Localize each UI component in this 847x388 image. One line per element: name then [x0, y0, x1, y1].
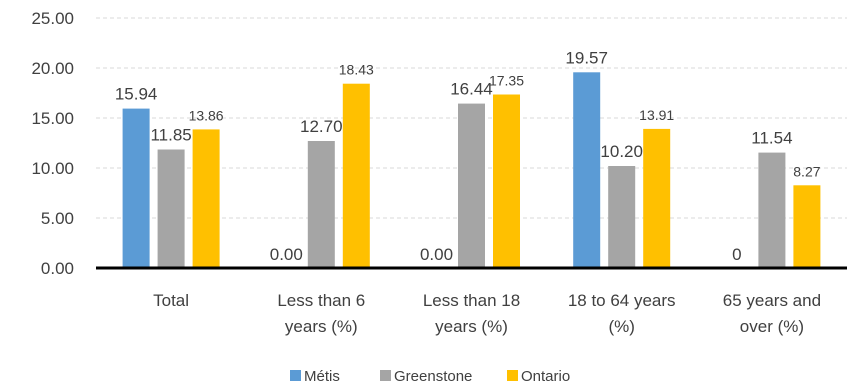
y-tick-label: 25.00 — [31, 9, 74, 28]
bar — [608, 166, 636, 268]
data-label: 0.00 — [420, 245, 453, 264]
x-axis: Total Less than 6 years (%) Less than 18 yea… — [96, 266, 847, 336]
x-tick-label: Less than 6 — [277, 291, 365, 310]
data-label: 15.94 — [115, 85, 158, 104]
data-label: 19.57 — [565, 48, 608, 67]
data-label: 17.35 — [489, 73, 524, 89]
x-tick-label: (%) — [608, 317, 634, 336]
data-label: 18.43 — [339, 62, 374, 78]
legend-label: Métis — [304, 368, 340, 385]
legend-swatch — [380, 370, 391, 381]
x-tick-label: over (%) — [740, 317, 804, 336]
bar — [342, 83, 370, 268]
x-tick-label: years (%) — [285, 317, 358, 336]
bar — [122, 108, 150, 268]
x-tick-label: 65 years and — [723, 291, 821, 310]
data-label: 10.20 — [600, 142, 643, 161]
bar — [758, 152, 786, 268]
legend-swatch — [507, 370, 518, 381]
data-label: 13.91 — [639, 107, 674, 123]
bars: 15.94 0.00 0.00 19.57 0 11.85 12.70 16.44 10.20 1… — [115, 48, 821, 268]
bar — [307, 141, 335, 268]
x-tick-label: 18 to 64 years — [568, 291, 676, 310]
y-tick-label: 5.00 — [41, 209, 74, 228]
bar — [192, 129, 220, 268]
legend-label: Ontario — [521, 368, 570, 385]
legend-swatch — [290, 370, 301, 381]
data-label: 13.86 — [189, 107, 224, 123]
legend: Métis Greenstone Ontario — [290, 368, 570, 385]
bar — [493, 94, 520, 268]
bar — [793, 185, 821, 268]
x-tick-label: years (%) — [435, 317, 508, 336]
bar — [643, 128, 671, 268]
gridlines — [96, 17, 847, 219]
x-tick-label: Less than 18 — [423, 291, 520, 310]
y-tick-label: 20.00 — [31, 59, 74, 78]
legend-label: Greenstone — [394, 368, 472, 385]
y-tick-label: 0.00 — [41, 259, 74, 278]
y-axis: 0.00 5.00 10.00 15.00 20.00 25.00 — [31, 9, 74, 278]
data-label: 16.44 — [450, 80, 493, 99]
y-tick-label: 10.00 — [31, 159, 74, 178]
data-label: 8.27 — [793, 163, 820, 179]
data-label: 12.70 — [300, 117, 343, 136]
data-label: 11.85 — [150, 126, 191, 145]
bar — [157, 149, 185, 268]
data-label: 0.00 — [270, 245, 303, 264]
bar — [573, 72, 601, 268]
x-tick-label: Total — [153, 291, 189, 310]
data-label: 0 — [732, 245, 741, 264]
data-label: 11.54 — [751, 129, 792, 148]
y-tick-label: 15.00 — [31, 109, 74, 128]
bar — [458, 103, 485, 268]
